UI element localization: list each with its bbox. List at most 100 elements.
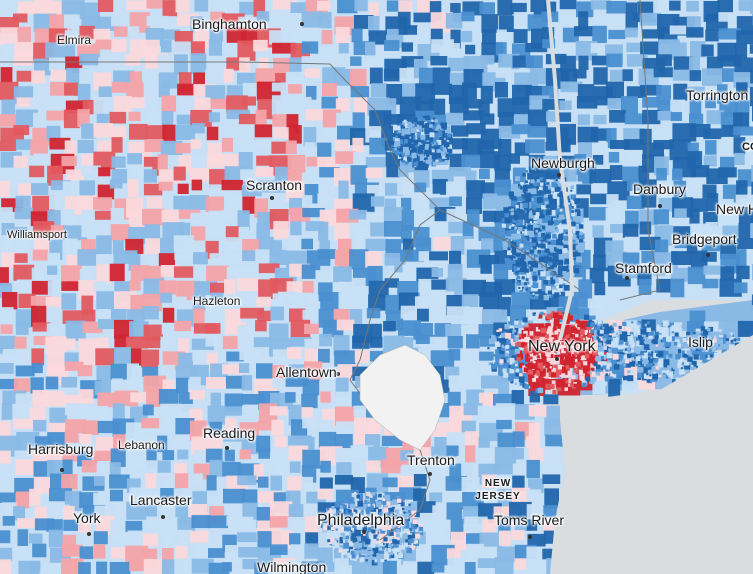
precinct-tile bbox=[97, 337, 109, 349]
label-harrisburg[interactable]: Harrisburg bbox=[28, 441, 94, 457]
precinct-tile bbox=[142, 208, 166, 226]
precinct-tile bbox=[686, 1, 699, 12]
precinct-tile bbox=[414, 182, 427, 193]
precinct-tile bbox=[322, 83, 338, 96]
label-hazleton[interactable]: Hazleton bbox=[193, 294, 241, 308]
newyork-dot bbox=[555, 357, 559, 361]
precinct-tile bbox=[162, 307, 175, 323]
precinct-tile bbox=[320, 265, 338, 285]
label-lebanon[interactable]: Lebanon bbox=[118, 438, 165, 452]
precinct-tile bbox=[722, 184, 740, 203]
precinct-tile bbox=[126, 0, 149, 11]
label-new-york[interactable]: New York bbox=[528, 338, 596, 355]
precinct-tile bbox=[317, 193, 333, 204]
precinct-tile bbox=[511, 292, 534, 310]
precinct-tile bbox=[143, 324, 163, 341]
precinct-tile bbox=[285, 180, 305, 202]
label-philadelphia[interactable]: Philadelphia bbox=[317, 512, 405, 529]
label-elmira[interactable]: Elmira bbox=[57, 33, 92, 47]
precinct-tile bbox=[288, 97, 304, 113]
label-trenton[interactable]: Trenton bbox=[407, 452, 455, 468]
precinct-tile bbox=[605, 240, 624, 256]
precinct-tile bbox=[205, 69, 223, 80]
precinct-tile bbox=[642, 97, 660, 108]
precinct-tile bbox=[15, 321, 29, 335]
label-scranton[interactable]: Scranton bbox=[246, 177, 303, 193]
precinct-tile bbox=[670, 267, 689, 282]
precinct-tile bbox=[144, 139, 164, 152]
label-bridgeport[interactable]: Bridgeport bbox=[672, 231, 737, 247]
label-allentown[interactable]: Allentown bbox=[276, 364, 337, 380]
precinct-tile bbox=[109, 179, 123, 189]
precinct-tile bbox=[269, 30, 287, 45]
precinct-tile bbox=[112, 126, 127, 139]
precinct-tile bbox=[479, 168, 490, 179]
precinct-tile bbox=[686, 238, 698, 254]
precinct-tile bbox=[221, 179, 243, 191]
precinct-tile bbox=[466, 334, 480, 349]
precinct-tile bbox=[335, 139, 350, 151]
precinct-tile bbox=[639, 221, 652, 235]
precinct-tile bbox=[178, 209, 201, 219]
precinct-tile bbox=[287, 237, 311, 250]
precinct-tile bbox=[751, 165, 753, 186]
precinct-tile bbox=[78, 280, 99, 300]
precinct-tile bbox=[510, 2, 527, 15]
label-reading[interactable]: Reading bbox=[203, 425, 256, 441]
precinct-tile bbox=[306, 85, 317, 100]
precinct-tile bbox=[576, 184, 592, 195]
precinct-tile bbox=[606, 1, 627, 14]
precinct-tile bbox=[112, 240, 124, 254]
precinct-tile bbox=[606, 53, 623, 68]
precinct-tile bbox=[205, 196, 224, 212]
precinct-tile bbox=[366, 308, 381, 319]
precinct-tile bbox=[674, 208, 687, 218]
label-toms-river[interactable]: Toms River bbox=[494, 512, 565, 528]
label-york[interactable]: York bbox=[73, 510, 101, 526]
precinct-tile bbox=[1, 223, 15, 237]
label-williamsport[interactable]: Williamsport bbox=[7, 229, 67, 241]
state-border-ny-pa bbox=[0, 61, 346, 81]
label-lancaster[interactable]: Lancaster bbox=[130, 492, 192, 508]
precinct-tile bbox=[336, 85, 350, 103]
precinct-tile bbox=[146, 125, 166, 140]
precinct-tile bbox=[690, 198, 708, 212]
precinct-tile bbox=[384, 40, 400, 51]
precinct-tile bbox=[349, 249, 369, 270]
precinct-tile bbox=[369, 67, 383, 85]
label-islip[interactable]: Islip bbox=[688, 334, 713, 350]
precinct-tile bbox=[384, 140, 397, 151]
label-danbury[interactable]: Danbury bbox=[633, 181, 686, 197]
label-newburgh[interactable]: Newburgh bbox=[531, 155, 595, 171]
precinct-tile bbox=[608, 29, 626, 40]
precinct-tile bbox=[301, 238, 313, 250]
precinct-tile bbox=[31, 70, 45, 84]
precinct-tile bbox=[64, 140, 77, 156]
precinct-tile bbox=[687, 266, 706, 285]
precinct-tile bbox=[206, 153, 226, 168]
label-torrington[interactable]: Torrington bbox=[686, 87, 749, 103]
label-stamford[interactable]: Stamford bbox=[615, 260, 672, 276]
precinct-tile bbox=[639, 84, 662, 96]
label-binghamton[interactable]: Binghamton bbox=[192, 16, 267, 32]
precinct-tile bbox=[431, 39, 454, 53]
label-wilmington[interactable]: Wilmington bbox=[257, 559, 327, 574]
label-new-haven[interactable]: New H bbox=[716, 201, 753, 217]
precinct-tile bbox=[174, 266, 195, 278]
precinct-tile bbox=[591, 55, 609, 66]
precinct-tile bbox=[577, 114, 590, 126]
precinct-tile bbox=[1, 235, 12, 254]
precinct-tile bbox=[370, 323, 382, 340]
precinct-tile bbox=[129, 280, 141, 291]
precinct-tile bbox=[0, 181, 10, 197]
precinct-tile bbox=[17, 238, 29, 259]
precinct-tile bbox=[496, 29, 507, 40]
precinct-tile bbox=[351, 238, 373, 250]
precinct-tile bbox=[448, 167, 472, 177]
precinct-tile bbox=[495, 67, 512, 78]
precinct-tile bbox=[626, 54, 648, 67]
precinct-tile bbox=[77, 109, 90, 127]
precinct-tile bbox=[62, 310, 84, 324]
precinct-tile bbox=[13, 227, 27, 237]
